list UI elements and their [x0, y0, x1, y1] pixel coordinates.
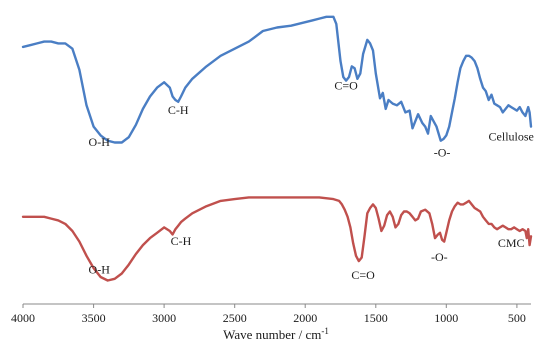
x-tick-label-2000: 2000 [293, 311, 317, 325]
annotation-oh-cellulose: O-H [89, 135, 111, 149]
x-tick-label-3500: 3500 [82, 311, 106, 325]
x-axis-label-superscript: -1 [321, 326, 329, 336]
series-line-cmc [21, 196, 533, 282]
series-layer [21, 15, 533, 282]
x-tick-label-3000: 3000 [152, 311, 176, 325]
annotation-ch-cmc: C-H [171, 234, 192, 248]
annotation-co-cellulose: C=O [334, 78, 358, 92]
x-tick-label-2500: 2500 [223, 311, 247, 325]
x-tick-label-1000: 1000 [434, 311, 458, 325]
annotation-layer: O-H C-H C=O -O- Cellulose O-H C-H C=O -O- CMC [89, 78, 534, 281]
annotation-o-cellulose: -O- [434, 146, 451, 160]
annotation-cellulose-cellulose: Cellulose [489, 130, 534, 144]
x-tick-label-4000: 4000 [11, 311, 35, 325]
annotation-oh-cmc: O-H [89, 263, 111, 277]
x-axis-label-text: Wave number / cm [223, 327, 321, 342]
x-tick-label-500: 500 [508, 311, 526, 325]
x-axis-ticks: 4000 3500 3000 2500 2000 1500 1000 500 [11, 304, 526, 325]
x-tick-label-1500: 1500 [364, 311, 388, 325]
x-axis-label: Wave number / cm-1 [223, 326, 329, 342]
annotation-ch-cellulose: C-H [168, 103, 189, 117]
annotation-cmc-cmc: CMC [498, 236, 525, 250]
series-line-cellulose [21, 15, 533, 144]
annotation-o-cmc: -O- [431, 250, 448, 264]
annotation-co-cmc: C=O [351, 268, 375, 282]
